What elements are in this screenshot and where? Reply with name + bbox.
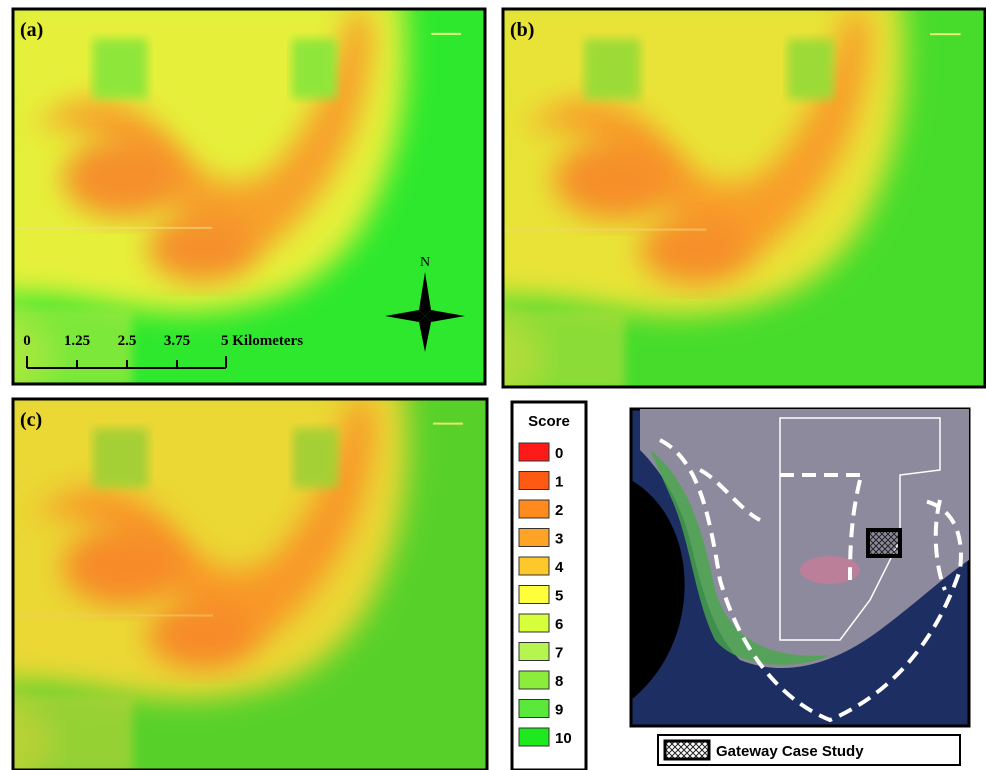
map-panel-c: (c) bbox=[0, 379, 487, 770]
legend: Score 0 1 2 3 4 5 6 7 8 9 10 bbox=[512, 402, 586, 770]
legend-label: 2 bbox=[555, 502, 563, 519]
legend-label: 1 bbox=[555, 474, 563, 491]
legend-label: 0 bbox=[555, 445, 563, 462]
legend-swatch bbox=[519, 643, 549, 661]
legend-swatch bbox=[519, 443, 549, 461]
legend-label: 3 bbox=[555, 531, 563, 548]
inset-caption: Gateway Case Study bbox=[716, 743, 864, 760]
page: (a) N 0 1.25 2.5 3.75 5 Kilometers (b) (… bbox=[0, 0, 986, 770]
legend-label: 6 bbox=[555, 616, 563, 633]
panel-label: (c) bbox=[20, 409, 42, 431]
legend-swatch bbox=[519, 671, 549, 689]
inset-map: Gateway Case Study bbox=[631, 409, 969, 765]
legend-label: 4 bbox=[555, 559, 564, 576]
scale-label: 2.5 bbox=[118, 333, 137, 349]
scale-label: 3.75 bbox=[164, 333, 190, 349]
legend-label: 7 bbox=[555, 645, 563, 662]
legend-swatch bbox=[519, 500, 549, 518]
legend-label: 5 bbox=[555, 588, 563, 605]
scale-label: 5 Kilometers bbox=[221, 333, 303, 349]
legend-swatch bbox=[519, 586, 549, 604]
north-label: N bbox=[420, 255, 430, 270]
legend-swatch bbox=[519, 472, 549, 490]
panel-label: (b) bbox=[510, 19, 534, 41]
map-panel-a: (a) N 0 1.25 2.5 3.75 5 Kilometers bbox=[0, 0, 485, 407]
legend-label: 10 bbox=[555, 730, 572, 747]
map-panel-b: (b) bbox=[483, 0, 985, 410]
panel-label: (a) bbox=[20, 19, 43, 41]
legend-title: Score bbox=[528, 413, 570, 430]
figure: (a) N 0 1.25 2.5 3.75 5 Kilometers (b) (… bbox=[0, 0, 986, 770]
legend-swatch bbox=[519, 529, 549, 547]
legend-label: 8 bbox=[555, 673, 563, 690]
legend-swatch bbox=[519, 700, 549, 718]
legend-label: 9 bbox=[555, 702, 563, 719]
scale-label: 0 bbox=[23, 333, 31, 349]
legend-swatch bbox=[519, 728, 549, 746]
scale-label: 1.25 bbox=[64, 333, 90, 349]
legend-swatch bbox=[519, 557, 549, 575]
legend-swatch bbox=[519, 614, 549, 632]
